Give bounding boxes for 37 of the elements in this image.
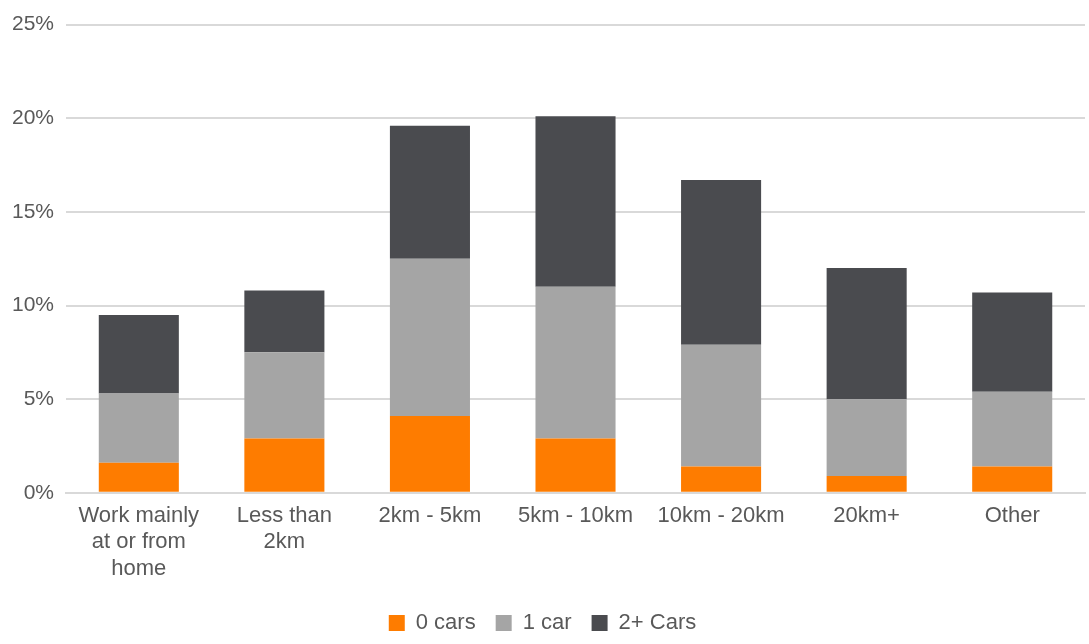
legend-label: 0 cars [415,609,476,635]
bar [826,399,907,476]
y-tick-label: 5% [23,385,55,409]
y-tick-label: 0% [23,479,55,503]
y-tick-label: 15% [12,198,55,222]
y-tick-label: 20% [12,105,55,129]
x-tick-label: 2km - 5km [378,502,482,528]
bar [389,416,470,492]
bar [389,258,470,417]
bar [681,344,762,467]
bar [244,438,325,492]
legend-label: 1 car [522,609,572,635]
x-tick-label: Work mainly at or from home [78,502,200,580]
bar [98,462,179,492]
x-tick-label: Other [984,502,1040,528]
bar [98,393,179,463]
bar [972,391,1053,467]
bar [535,438,616,492]
bar [972,466,1053,492]
x-tick-label: 5km - 10km [518,502,633,528]
bar [98,314,179,394]
legend-label: 2+ Cars [618,609,697,635]
bar [244,290,325,353]
bar [681,180,762,345]
y-tick-label: 25% [12,11,55,35]
x-tick-label: Less than 2km [236,502,333,554]
bar [244,352,325,439]
y-tick-label: 10% [12,292,55,316]
bar [972,292,1053,392]
bar [826,475,907,492]
bar [681,466,762,492]
x-tick-label: 20km+ [833,502,900,528]
bar [389,125,470,259]
bar [535,116,616,287]
bar [826,268,907,400]
bar [535,286,616,439]
x-tick-label: 10km - 20km [657,502,785,528]
